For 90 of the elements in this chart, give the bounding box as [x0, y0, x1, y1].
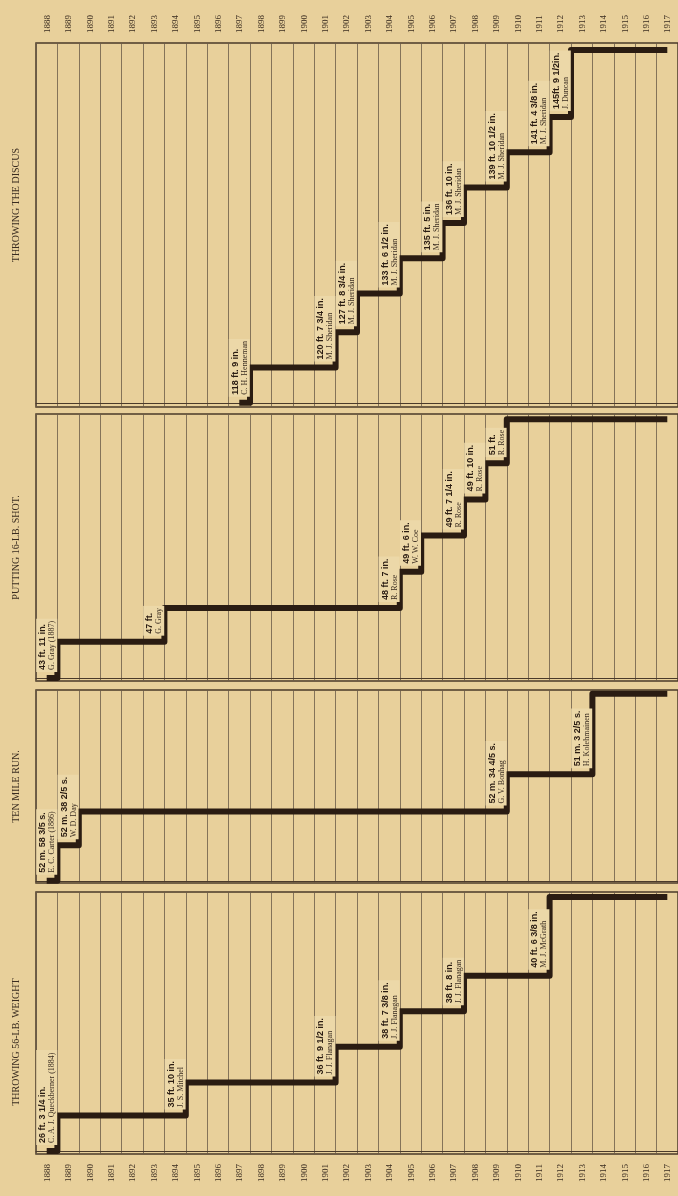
- x-tick-label: 1904: [384, 1163, 395, 1182]
- x-tick-label: 1913: [576, 1163, 587, 1182]
- x-tick-label: 1898: [255, 1163, 266, 1182]
- x-tick-label: 1892: [127, 15, 138, 33]
- annotation: 135 ft. 5 in. M. J. Sheridan: [422, 203, 442, 251]
- x-tick-label: 1896: [212, 1163, 223, 1182]
- x-tick-label: 1899: [277, 1163, 288, 1182]
- annotation: 49 ft. 10 in. R. Rose: [465, 444, 485, 492]
- x-tick-label: 1888: [41, 1163, 52, 1182]
- x-tick-label: 1891: [105, 1164, 116, 1182]
- x-tick-label: 1894: [170, 14, 181, 33]
- annotation: 47 ft. G. Gray: [144, 607, 164, 634]
- annotation: 51 ft. R. Rose: [486, 429, 506, 456]
- x-tick-label: 1895: [191, 14, 202, 33]
- x-tick-label: 1894: [170, 1163, 181, 1182]
- annotation: 40 ft. 6 3/8 in. M. J. McGrath: [529, 911, 549, 968]
- x-tick-label: 1915: [619, 1163, 630, 1182]
- annotation: 49 ft. 7 1/4 in. R. Rose: [443, 471, 463, 528]
- annotation: 141 ft. 4 3/8 in. M. J. Sheridan: [529, 82, 549, 145]
- x-tick-label: 1902: [341, 1164, 352, 1182]
- x-tick-label: 1905: [405, 14, 416, 33]
- x-tick-label: 1914: [598, 14, 609, 33]
- x-tick-label: 1888: [41, 14, 52, 33]
- x-tick-label: 1916: [640, 1163, 651, 1182]
- x-tick-label: 1900: [298, 14, 309, 33]
- x-tick-label: 1912: [555, 15, 566, 33]
- text: TEN MILE RUN.: [9, 750, 21, 823]
- x-tick-label: 1889: [63, 1163, 74, 1182]
- annotation: 49 ft. 6 in. W. W. Coe: [401, 522, 420, 564]
- x-tick-label: 1896: [212, 14, 223, 33]
- text: THROWING THE DISCUS: [9, 147, 21, 263]
- annotation: 139 ft. 10 1/2 in. M. J. Sheridan: [486, 113, 506, 180]
- x-tick-label: 1890: [84, 1163, 95, 1182]
- annotation: 52 m. 34 4/5 s. G. V. Bonhag: [486, 743, 506, 804]
- x-tick-label: 1890: [84, 14, 95, 33]
- annotation: 52 m. 38 2/5 s. W. D. Day: [58, 776, 78, 838]
- x-tick-label: 1911: [533, 1164, 544, 1182]
- annotation: 38 ft. 7 3/8 in. J. J. Flanagan: [379, 982, 399, 1039]
- x-tick-label: 1899: [277, 14, 288, 33]
- x-tick-label: 1916: [640, 14, 651, 33]
- x-tick-label: 1911: [533, 15, 544, 33]
- x-tick-label: 1901: [319, 1164, 330, 1182]
- x-tick-label: 1909: [491, 14, 502, 33]
- text: THROWING 56-LB. WEIGHT: [9, 978, 21, 1106]
- x-tick-label: 1904: [384, 14, 395, 33]
- x-tick-label: 1889: [63, 14, 74, 33]
- x-tick-label: 1892: [127, 1164, 138, 1182]
- x-tick-label: 1891: [105, 15, 116, 33]
- x-tick-label: 1906: [426, 1163, 437, 1182]
- x-tick-label: 1908: [469, 14, 480, 33]
- x-tick-label: 1893: [148, 1163, 159, 1182]
- x-tick-label: 1917: [662, 1163, 673, 1182]
- annotation: 120 ft. 7 3/4 in. M. J. Sheridan: [315, 297, 335, 360]
- annotation: 38 ft. 8 in. J. J. Flanagan: [443, 959, 463, 1004]
- annotation: 35 ft. 10 in. J. S. Mitchel: [165, 1060, 185, 1108]
- x-tick-label: 1903: [362, 14, 373, 33]
- annotation: 118 ft. 9 in. C. H. Henneman: [229, 341, 249, 395]
- annotation: 127 ft. 8 3/4 in. M. J. Sheridan: [336, 262, 356, 325]
- x-tick-label: 1906: [426, 14, 437, 33]
- x-tick-label: 1915: [619, 14, 630, 33]
- x-tick-label: 1902: [341, 15, 352, 33]
- annotation: 52 m. 58 3/5 s. E. C. Carter (1886): [37, 810, 57, 873]
- x-tick-label: 1905: [405, 1163, 416, 1182]
- x-tick-label: 1917: [662, 14, 673, 33]
- annotation: 51 m. 3 2/5 s. H. Kolehmainen: [572, 710, 592, 767]
- annotation: 48 ft. 7 in. R. Rose: [379, 558, 399, 601]
- x-tick-label: 1914: [598, 1163, 609, 1182]
- x-tick-label: 1895: [191, 1163, 202, 1182]
- annotation: 26 ft. 3 1/4 in. C. A. J. Queckberner (1884): [37, 1052, 57, 1143]
- x-tick-label: 1893: [148, 14, 159, 33]
- x-tick-label: 1910: [512, 14, 523, 33]
- x-tick-label: 1897: [234, 14, 245, 33]
- annotation: 133 ft. 6 1/2 in. M. J. Sheridan: [379, 223, 399, 286]
- annotation: 43 ft. 11 in. G. Gray (1887): [37, 620, 57, 670]
- x-tick-label: 1900: [298, 1163, 309, 1182]
- x-tick-label: 1901: [319, 15, 330, 33]
- annotation: 145ft. 9 1/2in. J. Duncan: [550, 52, 570, 110]
- x-tick-label: 1912: [555, 1164, 566, 1182]
- x-tick-label: 1908: [469, 1163, 480, 1182]
- x-tick-label: 1910: [512, 1163, 523, 1182]
- x-tick-label: 1903: [362, 1163, 373, 1182]
- text: PUTTING 16-LB. SHOT.: [9, 495, 21, 600]
- x-tick-label: 1909: [491, 1163, 502, 1182]
- x-tick-label: 1898: [255, 14, 266, 33]
- x-tick-label: 1897: [234, 1163, 245, 1182]
- annotation: 36 ft. 9 1/2 in. J. J. Flanagan: [315, 1017, 335, 1075]
- x-tick-label: 1907: [448, 1163, 459, 1182]
- x-tick-label: 1907: [448, 14, 459, 33]
- x-tick-label: 1913: [576, 14, 587, 33]
- annotation: 136 ft. 10 in. M. J. Sheridan: [443, 163, 463, 215]
